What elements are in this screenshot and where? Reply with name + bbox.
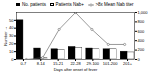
svg-text:29-100: 29-100 xyxy=(86,61,100,67)
svg-text:15-21: 15-21 xyxy=(53,61,64,67)
html-text:Patients Nab+: Patients Nab+ xyxy=(55,2,84,7)
svg-text:0-7: 0-7 xyxy=(21,61,28,66)
svg-text:50: 50 xyxy=(9,18,14,23)
html-text:>8x Mean Nab titer: >8x Mean Nab titer xyxy=(95,2,134,7)
html-text:No. patients: No. patients xyxy=(22,2,46,7)
svg-text:Number →: Number → xyxy=(3,26,8,45)
svg-text:1,000: 1,000 xyxy=(138,10,149,15)
svg-text:0: 0 xyxy=(11,57,14,62)
svg-text:Days after onset of fever: Days after onset of fever xyxy=(54,67,98,72)
svg-text:0: 0 xyxy=(138,57,141,62)
svg-text:400: 400 xyxy=(138,38,145,43)
svg-text:201+: 201+ xyxy=(123,61,133,66)
svg-text:8-14: 8-14 xyxy=(37,61,46,66)
svg-text:22-28: 22-28 xyxy=(70,61,81,67)
svg-text:800: 800 xyxy=(138,19,145,24)
svg-text:600: 600 xyxy=(138,29,145,34)
svg-text:101-200: 101-200 xyxy=(103,61,118,66)
svg-text:10: 10 xyxy=(9,49,14,54)
svg-text:20: 20 xyxy=(9,41,14,46)
svg-text:40: 40 xyxy=(9,25,14,30)
svg-text:30: 30 xyxy=(9,33,14,38)
svg-text:200: 200 xyxy=(138,47,145,52)
